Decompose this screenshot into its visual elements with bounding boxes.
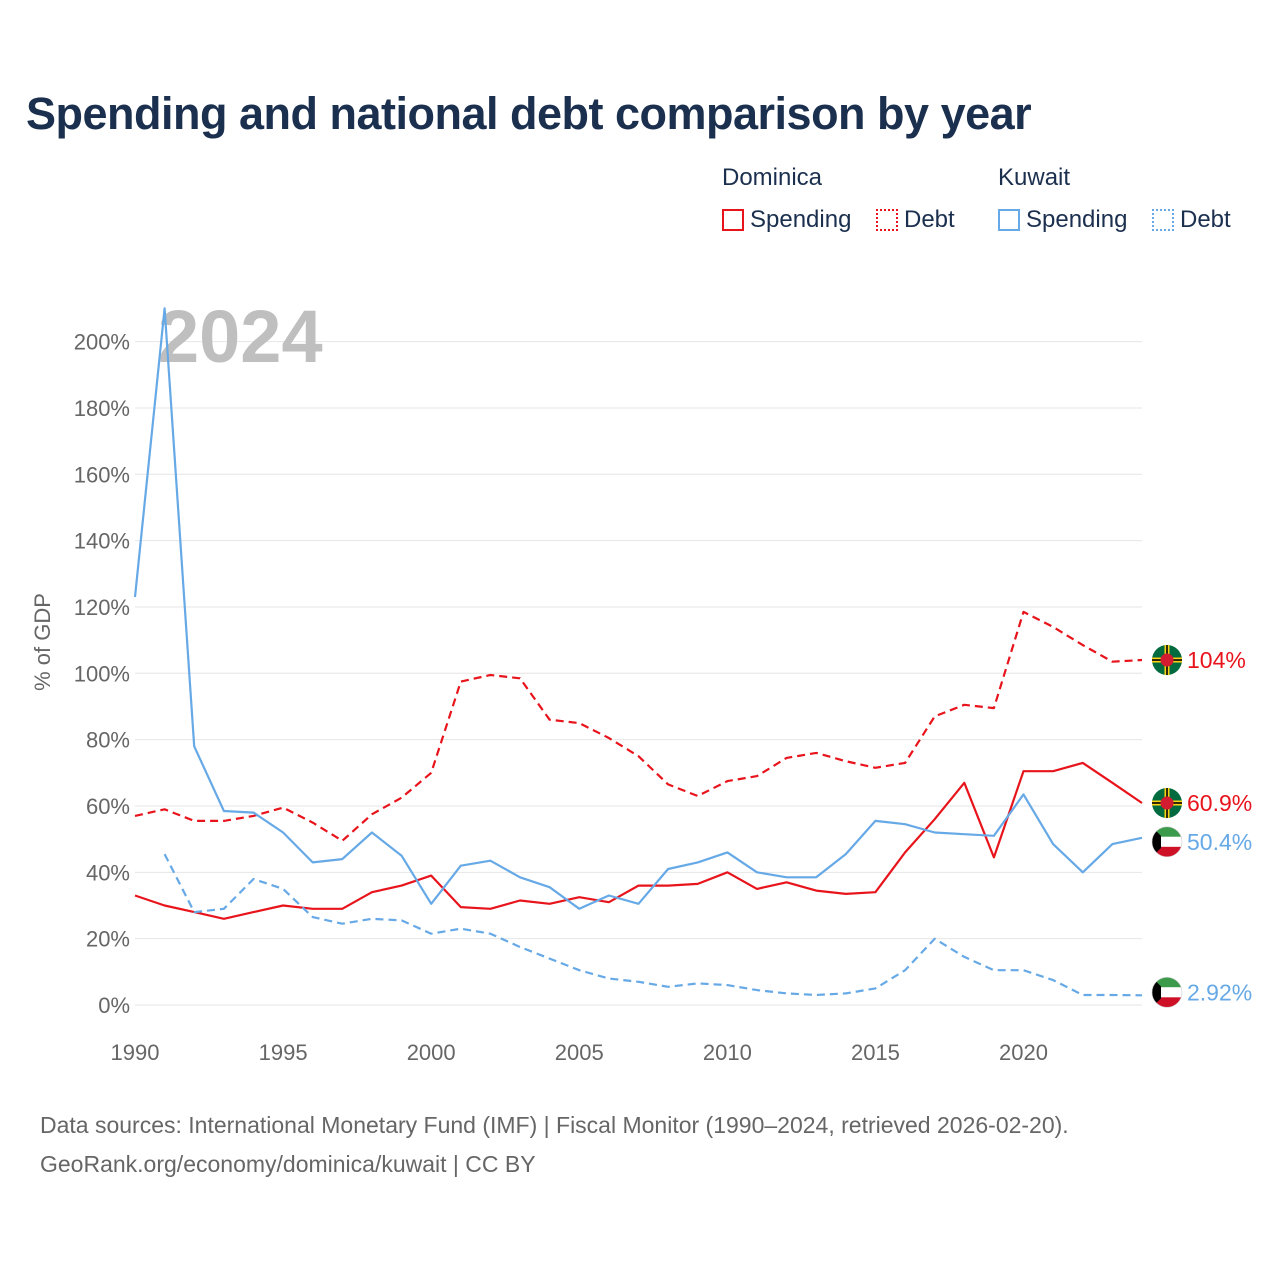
legend-label-dominica-spending: Spending bbox=[750, 206, 852, 233]
y-tick-label: 60% bbox=[86, 794, 130, 819]
series-line-kuwait-spending[interactable] bbox=[133, 307, 1143, 910]
series-line-dominica-spending[interactable] bbox=[134, 761, 1143, 920]
x-tick-label: 2015 bbox=[851, 1040, 900, 1065]
legend-kuwait-spending[interactable]: Spending bbox=[998, 205, 1127, 235]
legend-kuwait-debt[interactable]: Debt bbox=[1152, 205, 1231, 235]
legend-group-dominica: Dominica bbox=[722, 164, 823, 191]
y-tick-label: 0% bbox=[98, 993, 130, 1018]
x-tick-label: 2020 bbox=[999, 1040, 1048, 1065]
source-line-1: Data sources: International Monetary Fun… bbox=[40, 1112, 1069, 1138]
legend-dominica-debt[interactable]: Debt bbox=[876, 205, 955, 235]
source-note: Data sources: International Monetary Fun… bbox=[40, 1106, 1069, 1184]
y-tick-label: 40% bbox=[86, 860, 130, 885]
series bbox=[133, 307, 1143, 997]
source-line-2[interactable]: GeoRank.org/economy/dominica/kuwait | CC… bbox=[40, 1151, 536, 1177]
y-tick-label: 80% bbox=[86, 728, 130, 753]
x-tick-label: 2010 bbox=[703, 1040, 752, 1065]
dominica-flag-icon bbox=[1152, 645, 1182, 676]
kuwait-flag-icon bbox=[1151, 826, 1183, 858]
y-tick-label: 120% bbox=[74, 595, 130, 620]
end-label-dominica-spending: 60.9% bbox=[1187, 790, 1252, 816]
legend-swatch-dominica-debt bbox=[876, 209, 898, 231]
year-watermark: 2024 bbox=[158, 295, 323, 378]
legend-group-kuwait: Kuwait bbox=[998, 164, 1071, 191]
end-labels: 104% 60.9% 50.4% 2.92% bbox=[1151, 645, 1252, 1008]
legend-swatch-kuwait-spending bbox=[998, 209, 1020, 231]
x-axis: 1990 1995 2000 2005 2010 2015 2020 bbox=[111, 1040, 1048, 1065]
legend-swatch-kuwait-debt bbox=[1152, 209, 1174, 231]
dominica-flag-icon bbox=[1152, 787, 1182, 818]
end-label-kuwait-spending: 50.4% bbox=[1187, 829, 1252, 855]
y-axis: 0% 20% 40% 60% 80% 100% 120% 140% 160% 180% 200% bbox=[74, 330, 130, 1018]
series-line-dominica-debt[interactable] bbox=[134, 610, 1143, 842]
end-label-dominica-debt: 104% bbox=[1187, 647, 1246, 673]
y-tick-label: 160% bbox=[74, 462, 130, 487]
y-axis-title: % of GDP bbox=[30, 593, 55, 691]
chart-title: Spending and national debt comparison by… bbox=[26, 88, 1032, 139]
x-tick-label: 1995 bbox=[259, 1040, 308, 1065]
legend-label-dominica-debt: Debt bbox=[904, 206, 955, 233]
line-chart: 0% 20% 40% 60% 80% 100% 120% 140% 160% 180% 200% 1… bbox=[30, 295, 1252, 1065]
legend-dominica-spending[interactable]: Spending bbox=[722, 205, 851, 235]
gridlines bbox=[135, 341, 1142, 1006]
legend-label-kuwait-debt: Debt bbox=[1180, 206, 1231, 233]
x-tick-label: 2000 bbox=[407, 1040, 456, 1065]
x-tick-label: 1990 bbox=[111, 1040, 160, 1065]
legend-swatch-dominica-spending bbox=[722, 209, 744, 231]
series-line-kuwait-debt[interactable] bbox=[163, 853, 1143, 997]
y-tick-label: 180% bbox=[74, 396, 130, 421]
legend-label-kuwait-spending: Spending bbox=[1026, 206, 1128, 233]
y-tick-label: 200% bbox=[74, 330, 130, 355]
kuwait-flag-icon bbox=[1151, 977, 1183, 1008]
end-label-kuwait-debt: 2.92% bbox=[1187, 979, 1252, 1005]
x-tick-label: 2005 bbox=[555, 1040, 604, 1065]
y-tick-label: 100% bbox=[74, 661, 130, 686]
y-tick-label: 140% bbox=[74, 529, 130, 554]
y-tick-label: 20% bbox=[86, 927, 130, 952]
